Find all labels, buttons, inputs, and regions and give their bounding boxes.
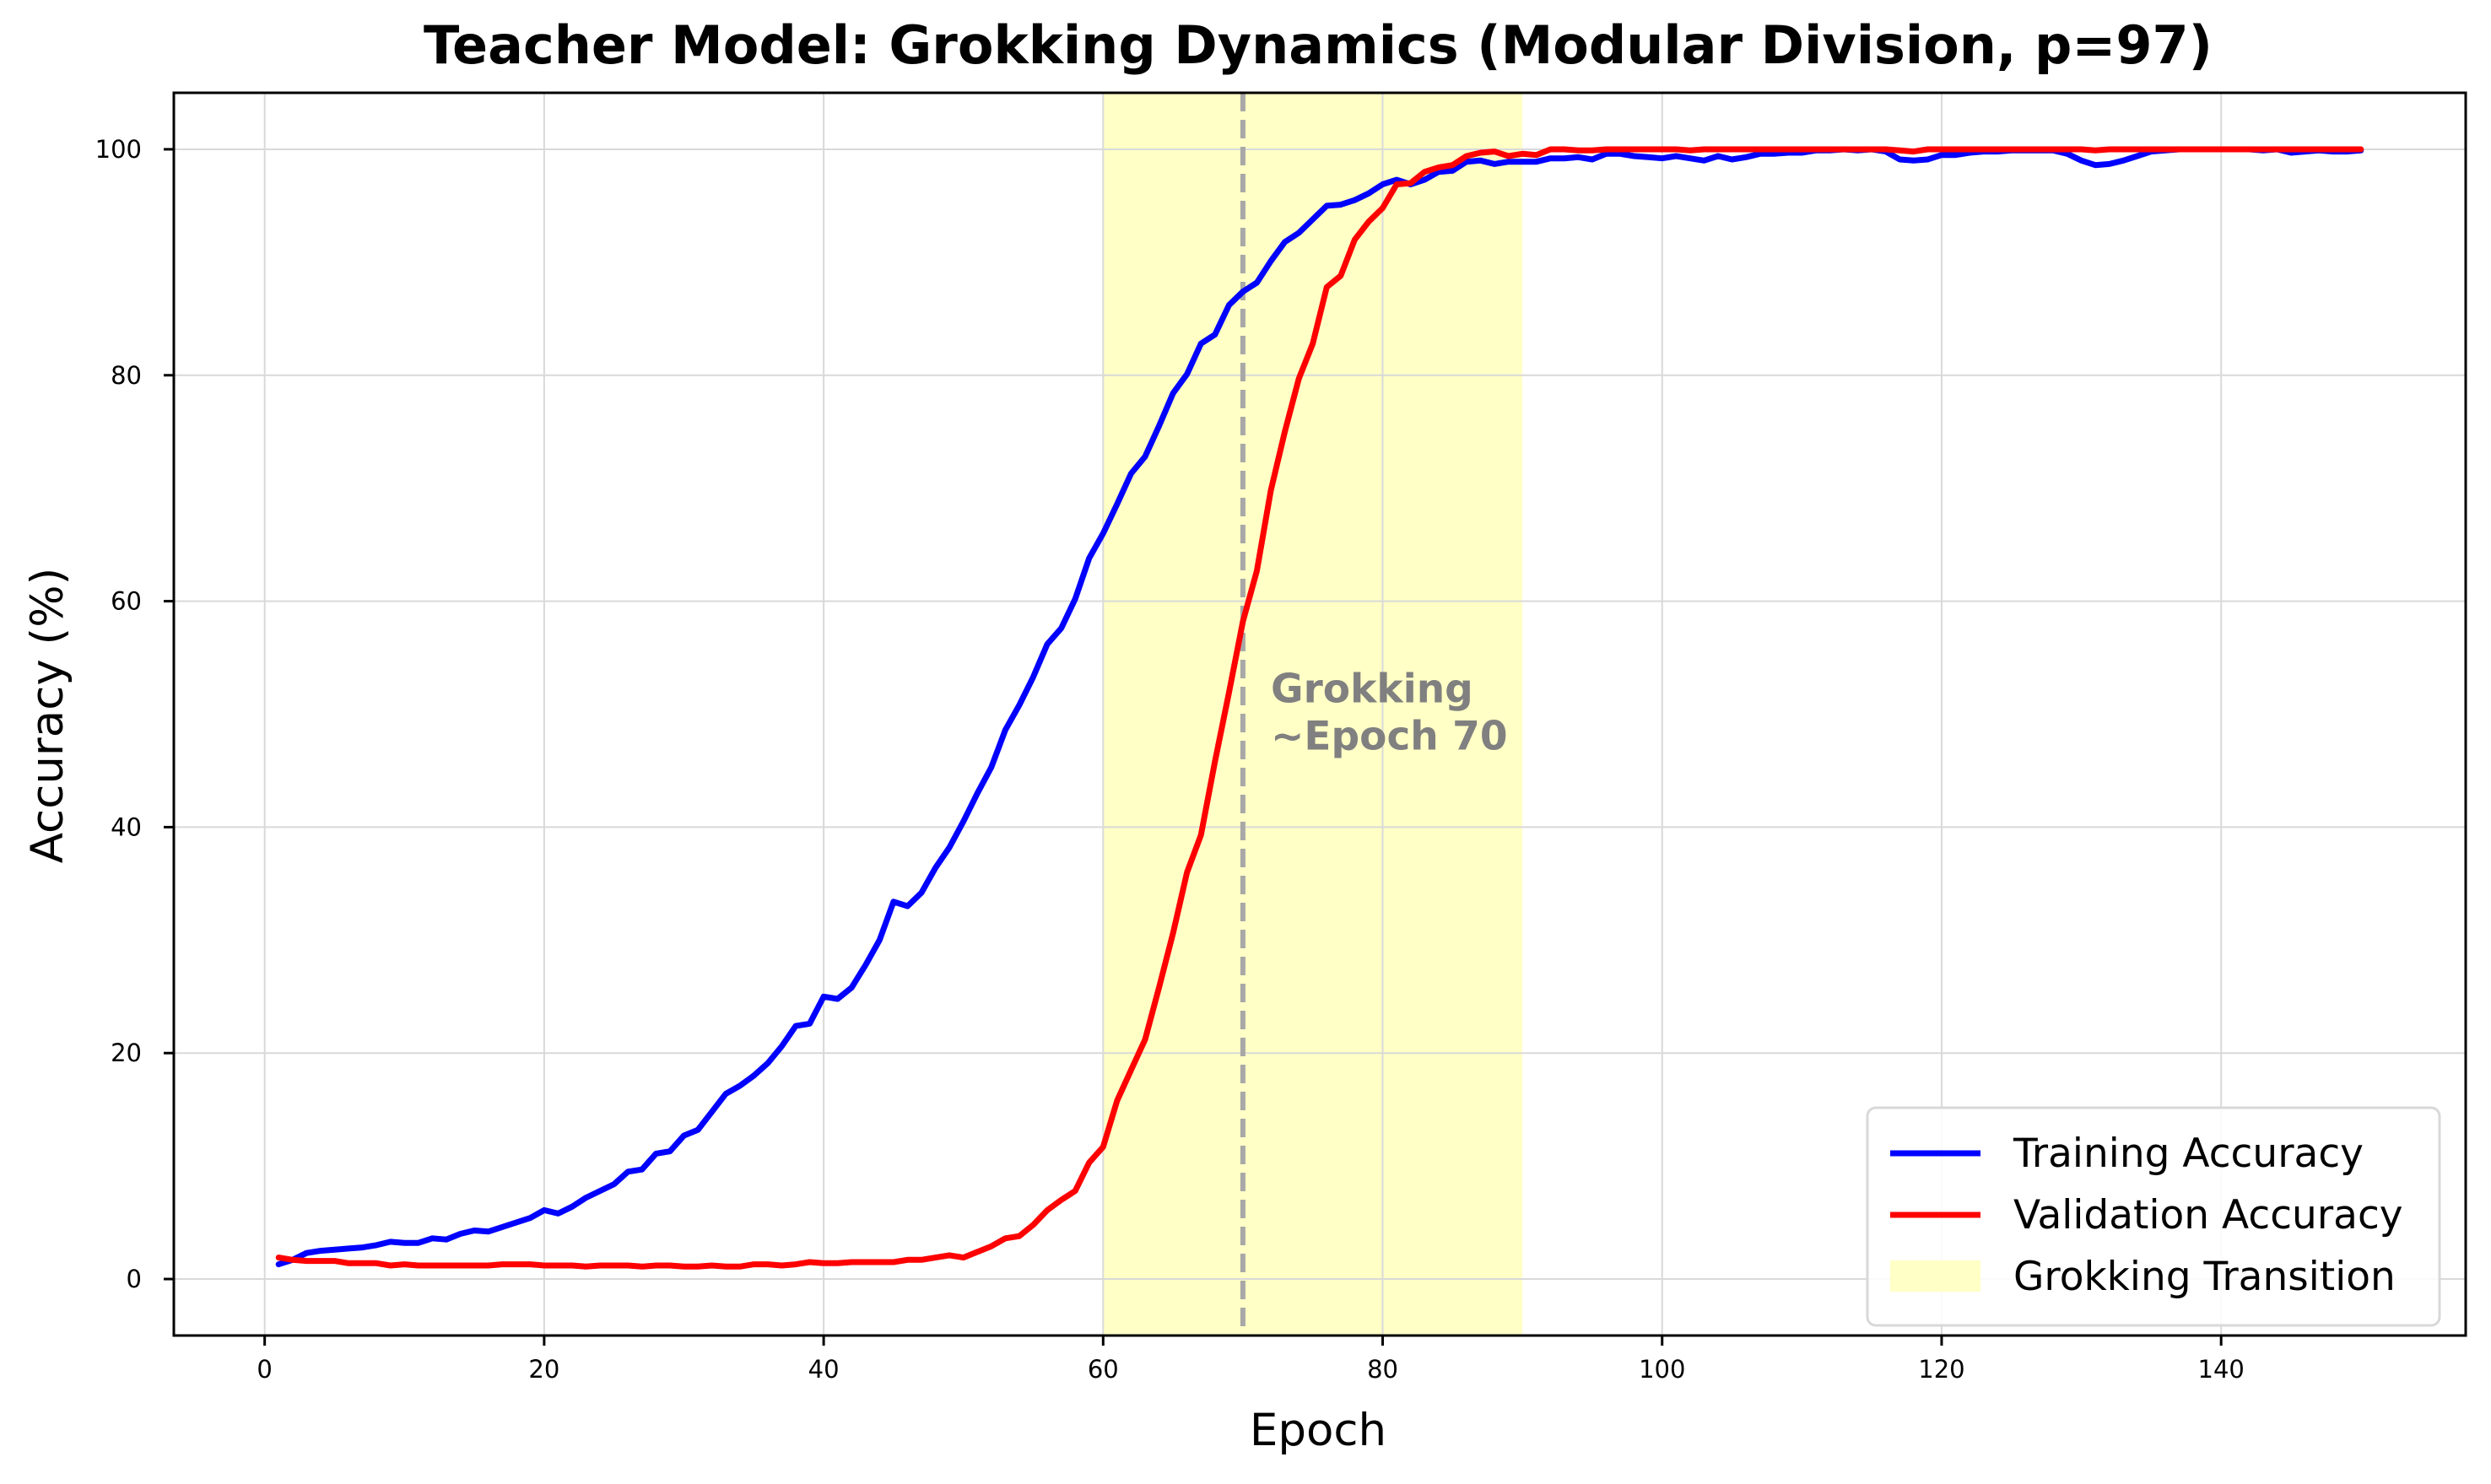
x-tick-label: 100 — [1639, 1355, 1685, 1384]
y-tick-label: 40 — [111, 812, 142, 841]
y-axis-ticks: 0 20 40 60 80 100 — [95, 135, 174, 1293]
y-tick-label: 100 — [95, 135, 142, 164]
series-line-validation — [275, 146, 2364, 1270]
legend-box — [1866, 1106, 2441, 1327]
grokking-annotation: Grokking ~Epoch 70 — [1271, 666, 1508, 760]
x-tick-label: 60 — [1088, 1355, 1119, 1384]
x-tick-label: 120 — [1918, 1355, 1964, 1384]
annotation-line-1: Grokking — [1271, 666, 1473, 713]
legend: Training Accuracy Validation Accuracy Gr… — [1866, 1106, 2441, 1327]
x-tick-label: 40 — [808, 1355, 840, 1384]
x-axis-ticks: 0 20 40 60 80 100 120 140 — [257, 1336, 2245, 1384]
x-tick-label: 20 — [528, 1355, 559, 1384]
legend-label-validation: Validation Accuracy — [2013, 1192, 2403, 1238]
legend-label-transition: Grokking Transition — [2013, 1254, 2396, 1300]
legend-label-training: Training Accuracy — [2013, 1131, 2364, 1177]
series-layer — [275, 146, 2364, 1270]
x-tick-label: 140 — [2198, 1355, 2245, 1384]
chart-title: Teacher Model: Grokking Dynamics (Modula… — [424, 14, 2213, 76]
y-tick-label: 20 — [111, 1039, 142, 1067]
plot-frame — [172, 91, 2467, 1337]
x-tick-label: 0 — [257, 1355, 272, 1384]
y-tick-label: 60 — [111, 587, 142, 616]
x-axis-label: Epoch — [1250, 1405, 1386, 1456]
legend-patch-transition — [1890, 1260, 1980, 1292]
shaded-region — [1103, 93, 1523, 1336]
y-axis-label: Accuracy (%) — [22, 568, 73, 864]
plot-area — [172, 91, 2467, 1337]
y-tick-label: 80 — [111, 361, 142, 390]
y-tick-label: 0 — [127, 1265, 142, 1293]
x-tick-label: 80 — [1367, 1355, 1398, 1384]
annotation-line-2: ~Epoch 70 — [1271, 714, 1508, 760]
